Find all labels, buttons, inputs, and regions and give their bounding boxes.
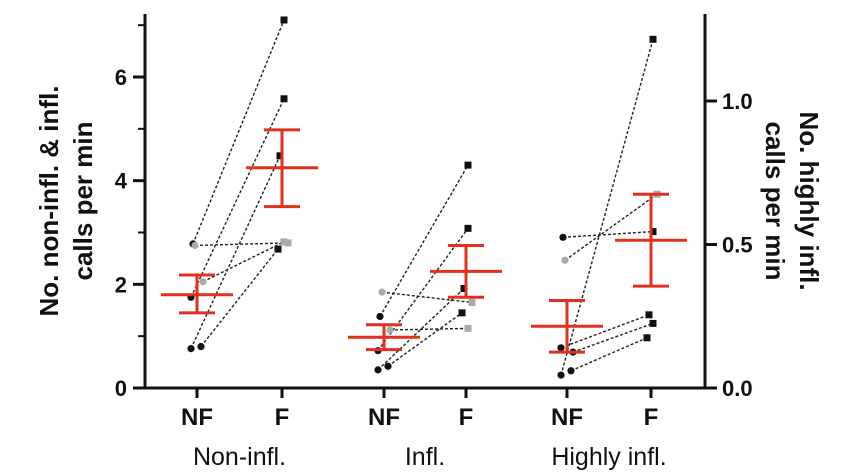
nf-point: [557, 344, 565, 352]
right-tick-label: 1.0: [722, 89, 753, 114]
right-tick-label: 0.5: [722, 233, 753, 258]
subject-connector: [194, 242, 289, 247]
f-point: [280, 238, 288, 246]
subject-connector: [387, 312, 463, 367]
f-point: [280, 95, 288, 103]
subject-connector: [564, 193, 658, 261]
f-point: [649, 35, 657, 43]
f-point: [643, 334, 651, 342]
group-label: Highly infl.: [551, 443, 666, 471]
subject-connector: [381, 291, 473, 304]
left-axis-title: No. non-infl. & infl. calls per min: [34, 85, 98, 316]
condition-label: F: [459, 404, 474, 431]
f-point: [645, 311, 653, 319]
nf-point: [199, 278, 207, 286]
subject-connector: [379, 164, 469, 317]
left-axis-title-line: calls per min: [68, 122, 98, 281]
condition-label: F: [644, 404, 659, 431]
subject-connector: [192, 19, 285, 245]
left-axis-title-line: No. non-infl. & infl.: [34, 85, 64, 316]
f-point: [280, 16, 288, 24]
subject-connector: [389, 327, 469, 331]
nf-point: [561, 256, 569, 264]
group-label: Non-infl.: [193, 443, 286, 471]
right-axis-title-line: calls per min: [760, 122, 790, 281]
f-point: [276, 152, 284, 160]
nf-point: [559, 233, 567, 241]
right-tick-label: 0.0: [722, 376, 753, 401]
right-axis-title-line: No. highly infl.: [794, 111, 824, 290]
f-point: [468, 298, 476, 306]
f-point: [464, 161, 472, 169]
f-point: [458, 309, 466, 317]
nf-point: [378, 288, 386, 296]
nf-point: [187, 345, 195, 353]
left-tick-label: 0: [115, 376, 127, 401]
group-label: Infl.: [405, 443, 445, 471]
nf-point: [376, 312, 384, 321]
f-point: [649, 319, 657, 327]
condition-label: NF: [368, 404, 400, 431]
f-point: [464, 224, 472, 232]
f-point: [649, 228, 657, 236]
nf-point: [557, 371, 565, 379]
f-point: [274, 245, 282, 253]
subject-connector: [570, 337, 648, 372]
left-tick-label: 2: [115, 272, 127, 297]
subject-connector: [560, 39, 654, 376]
subject-connector: [562, 230, 654, 239]
nf-point: [191, 241, 199, 250]
condition-label: NF: [181, 404, 213, 431]
nf-point: [567, 367, 575, 375]
left-tick-label: 6: [115, 65, 127, 90]
nf-point: [386, 326, 394, 334]
condition-label: F: [275, 404, 290, 431]
subject-connector: [190, 155, 281, 349]
f-point: [460, 284, 468, 292]
subject-connector: [202, 241, 285, 283]
f-point: [284, 239, 292, 247]
right-axis-title: No. highly infl.calls per min: [760, 111, 824, 290]
nf-point: [384, 362, 392, 370]
subject-connector: [190, 98, 285, 298]
subject-connector: [572, 322, 654, 353]
f-point: [464, 324, 472, 332]
subject-connector: [200, 248, 279, 347]
left-tick-label: 4: [115, 169, 128, 194]
condition-label: NF: [551, 404, 583, 431]
subject-connector: [560, 314, 650, 349]
nf-point: [197, 342, 205, 351]
nf-point: [374, 366, 382, 374]
